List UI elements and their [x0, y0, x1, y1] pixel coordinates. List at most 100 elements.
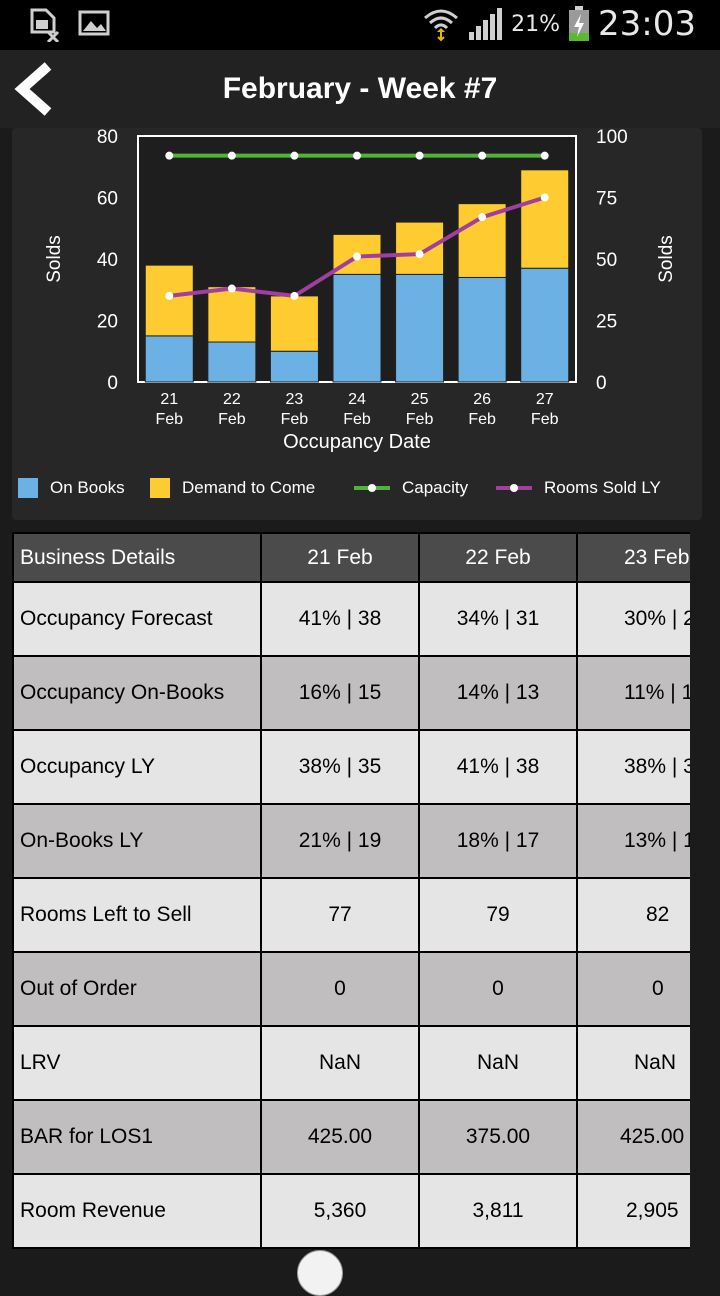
y-tick-right: 75 — [596, 189, 617, 210]
x-tick-label: 21 — [160, 391, 178, 408]
image-icon — [78, 10, 110, 36]
row-label: Occupancy Forecast — [12, 581, 262, 657]
table-cell: 34% | 31 — [418, 581, 578, 657]
column-header: 22 Feb — [418, 532, 578, 583]
column-header: 23 Feb — [576, 532, 690, 583]
bar-demand-to-come — [207, 286, 257, 343]
point-capacity — [227, 151, 236, 160]
bar-on-books — [457, 276, 507, 383]
table-cell: 30% | 28 — [576, 581, 690, 657]
point-capacity — [540, 151, 549, 160]
column-header: Business Details — [12, 532, 262, 583]
point-rooms-sold-ly — [227, 284, 236, 293]
y-tick-right: 50 — [596, 250, 617, 271]
battery-charging-icon — [569, 6, 590, 41]
bar-demand-to-come — [144, 264, 194, 337]
chart-legend: On Books Demand to Come Capacity Rooms S… — [18, 474, 698, 504]
y-tick-left: 60 — [97, 189, 118, 210]
table-row[interactable]: Occupancy LY 38% | 35 41% | 38 38% | 35 — [12, 729, 690, 805]
back-button[interactable] — [14, 62, 62, 116]
x-tick-label: 22 — [223, 391, 241, 408]
table-row[interactable]: LRV NaN NaN NaN — [12, 1025, 690, 1101]
table-cell: NaN — [418, 1025, 578, 1101]
occupancy-chart-panel: 0 20 40 60 80 0 25 50 75 100 21 Feb 22 Feb 23 Feb 24 Feb 2… — [12, 128, 702, 520]
legend-item-capacity: Capacity — [354, 474, 468, 502]
table-cell: 0 — [576, 951, 690, 1027]
x-tick-label: Feb — [531, 411, 559, 428]
business-details-table: Business Details 21 Feb 22 Feb 23 Feb Oc… — [12, 532, 690, 1249]
table-cell: 14% | 13 — [418, 655, 578, 731]
table-cell: NaN — [576, 1025, 690, 1101]
x-tick-label: 26 — [473, 391, 491, 408]
business-details-table-scroll[interactable]: Business Details 21 Feb 22 Feb 23 Feb Oc… — [12, 532, 690, 1268]
table-cell: 77 — [260, 877, 420, 953]
table-row[interactable]: BAR for LOS1 425.00 375.00 425.00 — [12, 1099, 690, 1175]
bar-demand-to-come — [520, 169, 570, 269]
table-cell: 375.00 — [418, 1099, 578, 1175]
point-rooms-sold-ly — [353, 252, 361, 261]
point-capacity — [415, 151, 424, 160]
y-tick-right: 0 — [596, 373, 607, 394]
x-tick-label: Feb — [218, 411, 246, 428]
legend-swatch — [354, 478, 390, 498]
table-cell: 13% | 12 — [576, 803, 690, 879]
x-tick-label: 25 — [411, 391, 429, 408]
x-tick-label: Feb — [155, 411, 183, 428]
table-row[interactable]: Out of Order 0 0 0 — [12, 951, 690, 1027]
row-label: On-Books LY — [12, 803, 262, 879]
table-cell: 0 — [260, 951, 420, 1027]
row-label: BAR for LOS1 — [12, 1099, 262, 1175]
bar-on-books — [332, 273, 382, 383]
y-tick-left: 20 — [97, 312, 118, 333]
y-tick-left: 80 — [97, 128, 118, 148]
table-cell: 3,811 — [418, 1173, 578, 1249]
table-row[interactable]: Occupancy Forecast 41% | 38 34% | 31 30%… — [12, 581, 690, 657]
table-cell: 79 — [418, 877, 578, 953]
row-label: Rooms Left to Sell — [12, 877, 262, 953]
table-cell: 41% | 38 — [260, 581, 420, 657]
table-cell: 2,905 — [576, 1173, 690, 1249]
point-rooms-sold-ly — [540, 193, 549, 202]
table-cell: 82 — [576, 877, 690, 953]
table-cell: 5,360 — [260, 1173, 420, 1249]
x-tick-label: Feb — [468, 411, 496, 428]
table-cell: 38% | 35 — [260, 729, 420, 805]
table-row[interactable]: Occupancy On-Books 16% | 15 14% | 13 11%… — [12, 655, 690, 731]
table-cell: 425.00 — [260, 1099, 420, 1175]
table-cell: 11% | 10 — [576, 655, 690, 731]
legend-label: Demand to Come — [182, 478, 316, 497]
table-header-row: Business Details 21 Feb 22 Feb 23 Feb — [12, 532, 690, 583]
row-label: LRV — [12, 1025, 262, 1101]
point-rooms-sold-ly — [478, 213, 487, 222]
table-row[interactable]: Rooms Left to Sell 77 79 82 — [12, 877, 690, 953]
table-cell: 16% | 15 — [260, 655, 420, 731]
point-capacity — [353, 151, 361, 160]
x-tick-label: 24 — [348, 391, 366, 408]
bar-on-books — [395, 273, 445, 383]
table-cell: 0 — [418, 951, 578, 1027]
table-row[interactable]: Room Revenue 5,360 3,811 2,905 — [12, 1173, 690, 1249]
scroll-handle[interactable] — [297, 1250, 343, 1296]
back-chevron-icon — [14, 62, 52, 116]
status-bar: 21% 23:03 — [0, 0, 720, 50]
table-cell: 38% | 35 — [576, 729, 690, 805]
point-capacity — [165, 151, 174, 160]
page-title: February - Week #7 — [222, 72, 498, 105]
y-tick-left: 0 — [107, 373, 118, 394]
x-tick-label: 23 — [286, 391, 304, 408]
y-tick-right: 25 — [596, 312, 617, 333]
row-label: Occupancy On-Books — [12, 655, 262, 731]
legend-item-rooms-sold-ly: Rooms Sold LY — [496, 474, 661, 502]
clock: 23:03 — [598, 4, 696, 44]
table-row[interactable]: On-Books LY 21% | 19 18% | 17 13% | 12 — [12, 803, 690, 879]
point-rooms-sold-ly — [415, 250, 424, 259]
table-cell: 18% | 17 — [418, 803, 578, 879]
point-rooms-sold-ly — [165, 291, 174, 300]
bar-demand-to-come — [395, 221, 445, 275]
x-tick-label: Feb — [406, 411, 434, 428]
bar-on-books — [520, 267, 570, 383]
column-header: 21 Feb — [260, 532, 420, 583]
wifi-icon — [424, 9, 459, 42]
point-capacity — [478, 151, 487, 160]
legend-label: On Books — [50, 478, 125, 497]
